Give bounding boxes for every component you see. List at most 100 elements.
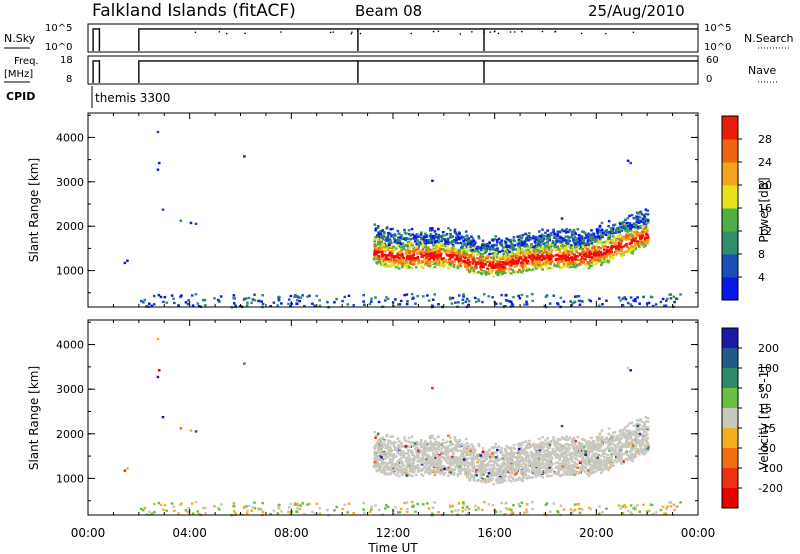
power-cell bbox=[372, 258, 376, 261]
power-cell bbox=[467, 263, 471, 266]
power-cell bbox=[453, 260, 457, 264]
power-cell bbox=[529, 244, 533, 247]
velocity-cell bbox=[556, 438, 559, 441]
power-cell bbox=[631, 234, 634, 238]
power-cell bbox=[373, 239, 377, 243]
power-cell bbox=[645, 302, 649, 305]
power-cell bbox=[579, 245, 583, 248]
power-cell bbox=[590, 261, 593, 264]
velocity-cell bbox=[462, 449, 466, 452]
power-cell bbox=[565, 265, 569, 269]
power-cell bbox=[378, 247, 382, 250]
power-cell bbox=[595, 251, 599, 254]
power-cell bbox=[416, 235, 420, 238]
power-cell bbox=[441, 248, 445, 251]
power-cell bbox=[638, 219, 641, 222]
power-cell bbox=[618, 232, 621, 236]
power-cell bbox=[426, 254, 430, 258]
power-cell bbox=[590, 229, 593, 232]
power-cell bbox=[216, 298, 220, 302]
nave-tick-top: 60 bbox=[706, 55, 719, 66]
power-cell bbox=[428, 260, 431, 264]
power-cell bbox=[377, 254, 380, 258]
power-cell bbox=[607, 252, 611, 255]
velocity-cell bbox=[520, 443, 524, 447]
velocity-cell bbox=[631, 442, 634, 445]
power-cell bbox=[558, 242, 561, 245]
power-cell bbox=[628, 229, 632, 232]
velocity-cell bbox=[610, 455, 614, 458]
velocity-cell bbox=[659, 508, 663, 512]
velocity-cell bbox=[546, 467, 550, 470]
power-cell bbox=[605, 250, 608, 253]
power-cell bbox=[576, 258, 580, 262]
power-cell bbox=[385, 226, 389, 229]
velocity-cell bbox=[179, 503, 182, 507]
power-cell bbox=[377, 260, 381, 264]
power-cell bbox=[443, 244, 447, 248]
power-cell bbox=[547, 252, 551, 256]
power-cell bbox=[466, 242, 470, 245]
power-cell bbox=[497, 265, 501, 268]
velocity-cell bbox=[634, 444, 638, 448]
power-cell bbox=[621, 303, 625, 307]
velocity-cell bbox=[397, 452, 401, 455]
velocity-cell bbox=[497, 480, 501, 483]
power-cell bbox=[518, 246, 522, 250]
power-cell bbox=[408, 251, 411, 255]
power-cell bbox=[377, 250, 380, 253]
power-cell bbox=[538, 239, 542, 242]
power-cell bbox=[527, 251, 531, 254]
power-cell bbox=[563, 242, 567, 246]
velocity-cell bbox=[573, 508, 577, 511]
power-cell bbox=[303, 304, 306, 308]
power-cell bbox=[568, 265, 571, 269]
power-cell bbox=[443, 264, 447, 267]
power-cell bbox=[597, 253, 601, 257]
velocity-cell bbox=[571, 469, 575, 473]
power-cell bbox=[473, 258, 476, 261]
power-cell bbox=[597, 252, 600, 255]
power-cell bbox=[524, 249, 528, 252]
velocity-cell bbox=[556, 461, 559, 464]
power-cell bbox=[629, 296, 633, 299]
velocity-cell bbox=[172, 505, 175, 508]
velocity-cell bbox=[573, 503, 577, 506]
velocity-cell bbox=[459, 449, 463, 452]
power-cell bbox=[376, 226, 380, 229]
power-cell bbox=[634, 234, 637, 237]
power-frame bbox=[87, 112, 699, 308]
velocity-cell bbox=[608, 441, 612, 445]
power-cell bbox=[425, 238, 429, 242]
power-cell bbox=[418, 241, 422, 244]
velocity-cell bbox=[516, 451, 520, 455]
power-cell bbox=[529, 254, 532, 258]
velocity-cell bbox=[679, 501, 682, 504]
velocity-cell bbox=[152, 511, 156, 514]
power-cell bbox=[405, 259, 408, 262]
power-cell bbox=[437, 241, 441, 244]
power-cell bbox=[558, 239, 562, 243]
power-cell bbox=[635, 215, 638, 218]
power-cell bbox=[417, 251, 421, 254]
power-cell bbox=[647, 301, 651, 305]
power-cell bbox=[546, 259, 550, 263]
power-cell bbox=[386, 254, 389, 257]
power-cell bbox=[642, 245, 646, 248]
power-cell bbox=[435, 260, 439, 263]
power-cell bbox=[384, 262, 387, 266]
power-cell bbox=[517, 268, 521, 271]
power-cell bbox=[582, 259, 585, 262]
power-cell bbox=[554, 254, 558, 257]
velocity-cell bbox=[414, 444, 418, 447]
power-cell bbox=[373, 243, 377, 246]
power-cell bbox=[385, 239, 389, 242]
power-cell bbox=[419, 235, 423, 238]
velocity-cell bbox=[630, 513, 634, 516]
power-cell bbox=[495, 255, 499, 258]
velocity-cell bbox=[532, 463, 535, 466]
power-cell bbox=[430, 252, 434, 255]
power-cell bbox=[403, 228, 406, 232]
power-cell bbox=[289, 305, 292, 308]
